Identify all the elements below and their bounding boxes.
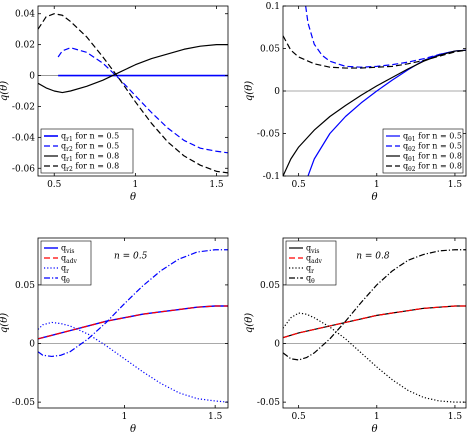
legend-label: qvis [61, 244, 75, 256]
series-line-1 [283, 305, 466, 339]
panel-4: 0.5 1 1.5 -0.05 0 0.05 θ q(θ) n = 0.8 qvisqadvqrq… [244, 237, 467, 435]
y-tick-label: 0.1 [266, 2, 280, 12]
legend-label: qadv [306, 254, 323, 266]
y-tick-label: -0.1 [263, 172, 280, 182]
panel-annotation: n = 0.8 [356, 251, 390, 261]
legend-label: qθ2 for n = 0.5 [403, 142, 462, 154]
y-axis-label: q(θ) [0, 81, 10, 101]
legend-label: qr2 for n = 0.5 [61, 142, 119, 154]
y-tick-label: 0 [274, 340, 280, 350]
legend-label: qr1 for n = 0.8 [61, 152, 119, 164]
panel-1-series [38, 13, 228, 174]
series-line-4 [283, 35, 466, 69]
x-tick-label: 1 [122, 412, 128, 422]
legend-label: qadv [61, 254, 78, 266]
y-tick-label: -0.05 [257, 130, 280, 140]
x-tick-label: 0.5 [47, 180, 62, 190]
panel-2: 0.5 1 1.5 -0.1 -0.05 0 0.05 0.1 θ q(θ) qθ1 for n =… [244, 2, 467, 203]
x-tick-label: 1 [374, 180, 380, 190]
legend-label: qr [306, 264, 314, 276]
series-line-1 [38, 305, 228, 340]
y-axis-label: q(θ) [0, 313, 10, 333]
legend-label: qθ1 for n = 0.5 [403, 132, 462, 144]
x-tick-label: 1.5 [208, 412, 223, 422]
y-tick-label: 0.05 [260, 45, 280, 55]
series-line-2 [57, 47, 228, 154]
y-tick-label: 0 [274, 87, 280, 97]
y-tick-label: -0.05 [12, 398, 35, 408]
x-axis-label: θ [130, 424, 136, 435]
x-tick-label: 1.5 [448, 180, 463, 190]
series-line-4 [283, 249, 466, 361]
x-tick-label: 1.5 [209, 180, 224, 190]
panel-3-series [38, 249, 228, 403]
legend-label: qr1 for n = 0.5 [61, 132, 119, 144]
x-tick-label: 1 [374, 412, 380, 422]
panel-1: 0.5 1 1.5 -0.06 -0.04 -0.02 0 0.02 0.04 θ q(θ) qr1 … [0, 5, 229, 203]
x-tick-label: 0.5 [291, 412, 306, 422]
y-tick-label: -0.05 [257, 398, 280, 408]
plot-area [282, 237, 467, 409]
legend-label: qθ [306, 274, 315, 286]
legend-label: qr [61, 264, 69, 276]
series-line-4 [38, 249, 228, 358]
legend-label: qθ1 for n = 0.8 [403, 152, 462, 164]
plot-area [37, 5, 229, 177]
y-tick-label: 0.04 [15, 10, 35, 20]
legend-label: qvis [306, 244, 320, 256]
y-tick-label: -0.06 [12, 164, 35, 174]
y-axis-label: q(θ) [244, 313, 255, 333]
panel-2-series [283, 6, 466, 176]
y-tick-label: 0.05 [260, 281, 280, 291]
y-axis-label: q(θ) [244, 81, 255, 101]
plot-area [37, 237, 229, 409]
legend-label: qr2 for n = 0.8 [61, 162, 119, 174]
y-tick-label: 0 [29, 72, 35, 82]
x-tick-label: 1.5 [448, 412, 463, 422]
x-axis-label: θ [371, 192, 377, 203]
legend-label: qθ2 for n = 0.8 [403, 162, 462, 174]
legend-label: qθ [61, 274, 70, 286]
panel-annotation: n = 0.5 [114, 251, 148, 261]
x-axis-label: θ [371, 424, 377, 435]
panel-4-series [283, 249, 466, 403]
x-axis-label: θ [130, 192, 136, 203]
y-tick-label: 0.05 [15, 281, 35, 291]
series-line-2 [305, 6, 466, 68]
series-line-3 [38, 321, 228, 403]
series-line-3 [38, 44, 228, 94]
x-tick-label: 1 [133, 180, 139, 190]
y-tick-label: -0.02 [12, 102, 35, 112]
series-line-4 [38, 13, 228, 174]
series-line-2 [38, 305, 228, 340]
series-line-2 [283, 305, 466, 339]
x-tick-label: 0.5 [291, 180, 306, 190]
series-line-3 [283, 312, 466, 403]
y-tick-label: 0.02 [15, 41, 35, 51]
y-tick-label: 0 [29, 340, 35, 350]
y-tick-label: -0.04 [12, 133, 35, 143]
